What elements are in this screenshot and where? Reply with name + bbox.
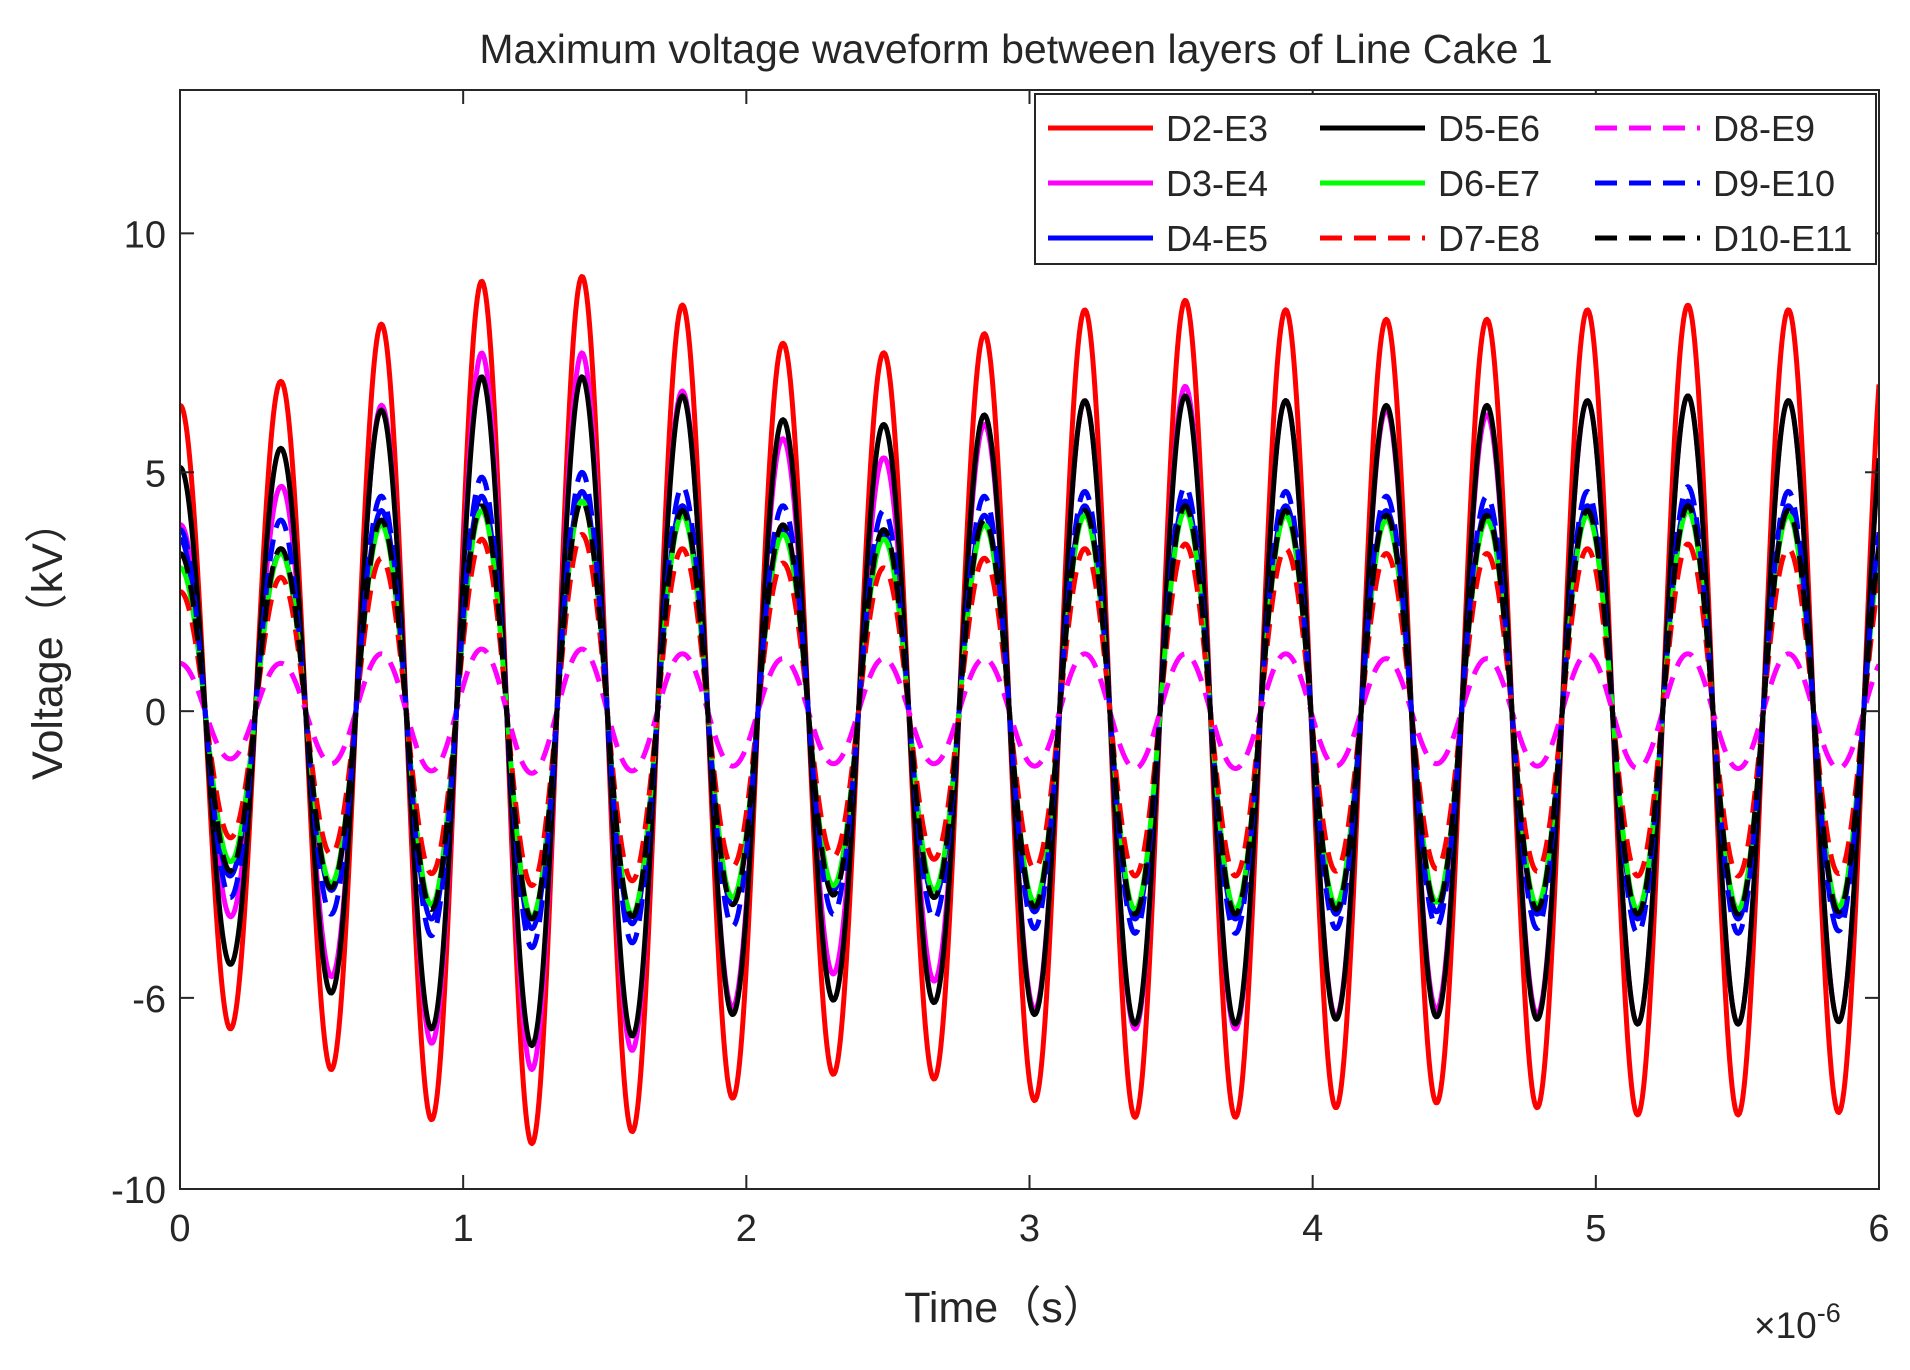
series-line-d10-e11 xyxy=(180,498,1879,922)
x-axis-label: Time（s） xyxy=(904,1284,1105,1332)
x-exponent-base: ×10 xyxy=(1754,1305,1817,1346)
x-exponent-power: -6 xyxy=(1817,1298,1841,1328)
legend-label-d7-e8: D7-E8 xyxy=(1438,218,1540,259)
x-tick-label: 4 xyxy=(1302,1208,1323,1250)
y-axis-label: Voltage（kV） xyxy=(24,500,72,780)
legend-label-d4-e5: D4-E5 xyxy=(1166,218,1268,259)
legend-label-d8-e9: D8-E9 xyxy=(1713,108,1815,149)
series-line-d8-e9 xyxy=(180,646,1879,776)
chart-title: Maximum voltage waveform between layers … xyxy=(479,26,1552,72)
series-line-d9-e10 xyxy=(180,469,1879,951)
y-tick-label: -6 xyxy=(132,979,166,1021)
x-tick-label: 5 xyxy=(1585,1208,1606,1250)
ticks-layer: 0 1 2 3 4 5 6 -10 -6 0 5 10 xyxy=(111,90,1890,1250)
x-tick-label: 0 xyxy=(169,1208,190,1250)
x-tick-label: 2 xyxy=(736,1208,757,1250)
legend-label-d9-e10: D9-E10 xyxy=(1713,163,1835,204)
x-exponent-label: ×10-6 xyxy=(1754,1298,1841,1346)
x-tick-label: 1 xyxy=(453,1208,474,1250)
y-tick-label: 5 xyxy=(145,453,166,495)
legend-label-d6-e7: D6-E7 xyxy=(1438,163,1540,204)
legend: D2-E3 D3-E4 D4-E5 D5-E6 D6-E7 D7-E8 D8-E9 D9-E1… xyxy=(1034,93,1877,265)
legend-label-d3-e4: D3-E4 xyxy=(1166,163,1268,204)
legend-entries: D2-E3 D3-E4 D4-E5 D5-E6 D6-E7 D7-E8 D8-E9 D9-E1… xyxy=(1048,108,1852,259)
legend-label-d2-e3: D2-E3 xyxy=(1166,108,1268,149)
y-tick-label: 10 xyxy=(124,214,166,256)
y-tick-label: -10 xyxy=(111,1170,166,1212)
x-tick-label: 6 xyxy=(1868,1208,1889,1250)
legend-label-d10-e11: D10-E11 xyxy=(1713,218,1852,259)
y-tick-label: 0 xyxy=(145,692,166,734)
legend-box xyxy=(1034,93,1877,265)
legend-label-d5-e6: D5-E6 xyxy=(1438,108,1540,149)
series-layer xyxy=(180,274,1879,1147)
x-tick-label: 3 xyxy=(1019,1208,1040,1250)
series-line-d5-e6 xyxy=(180,374,1879,1049)
